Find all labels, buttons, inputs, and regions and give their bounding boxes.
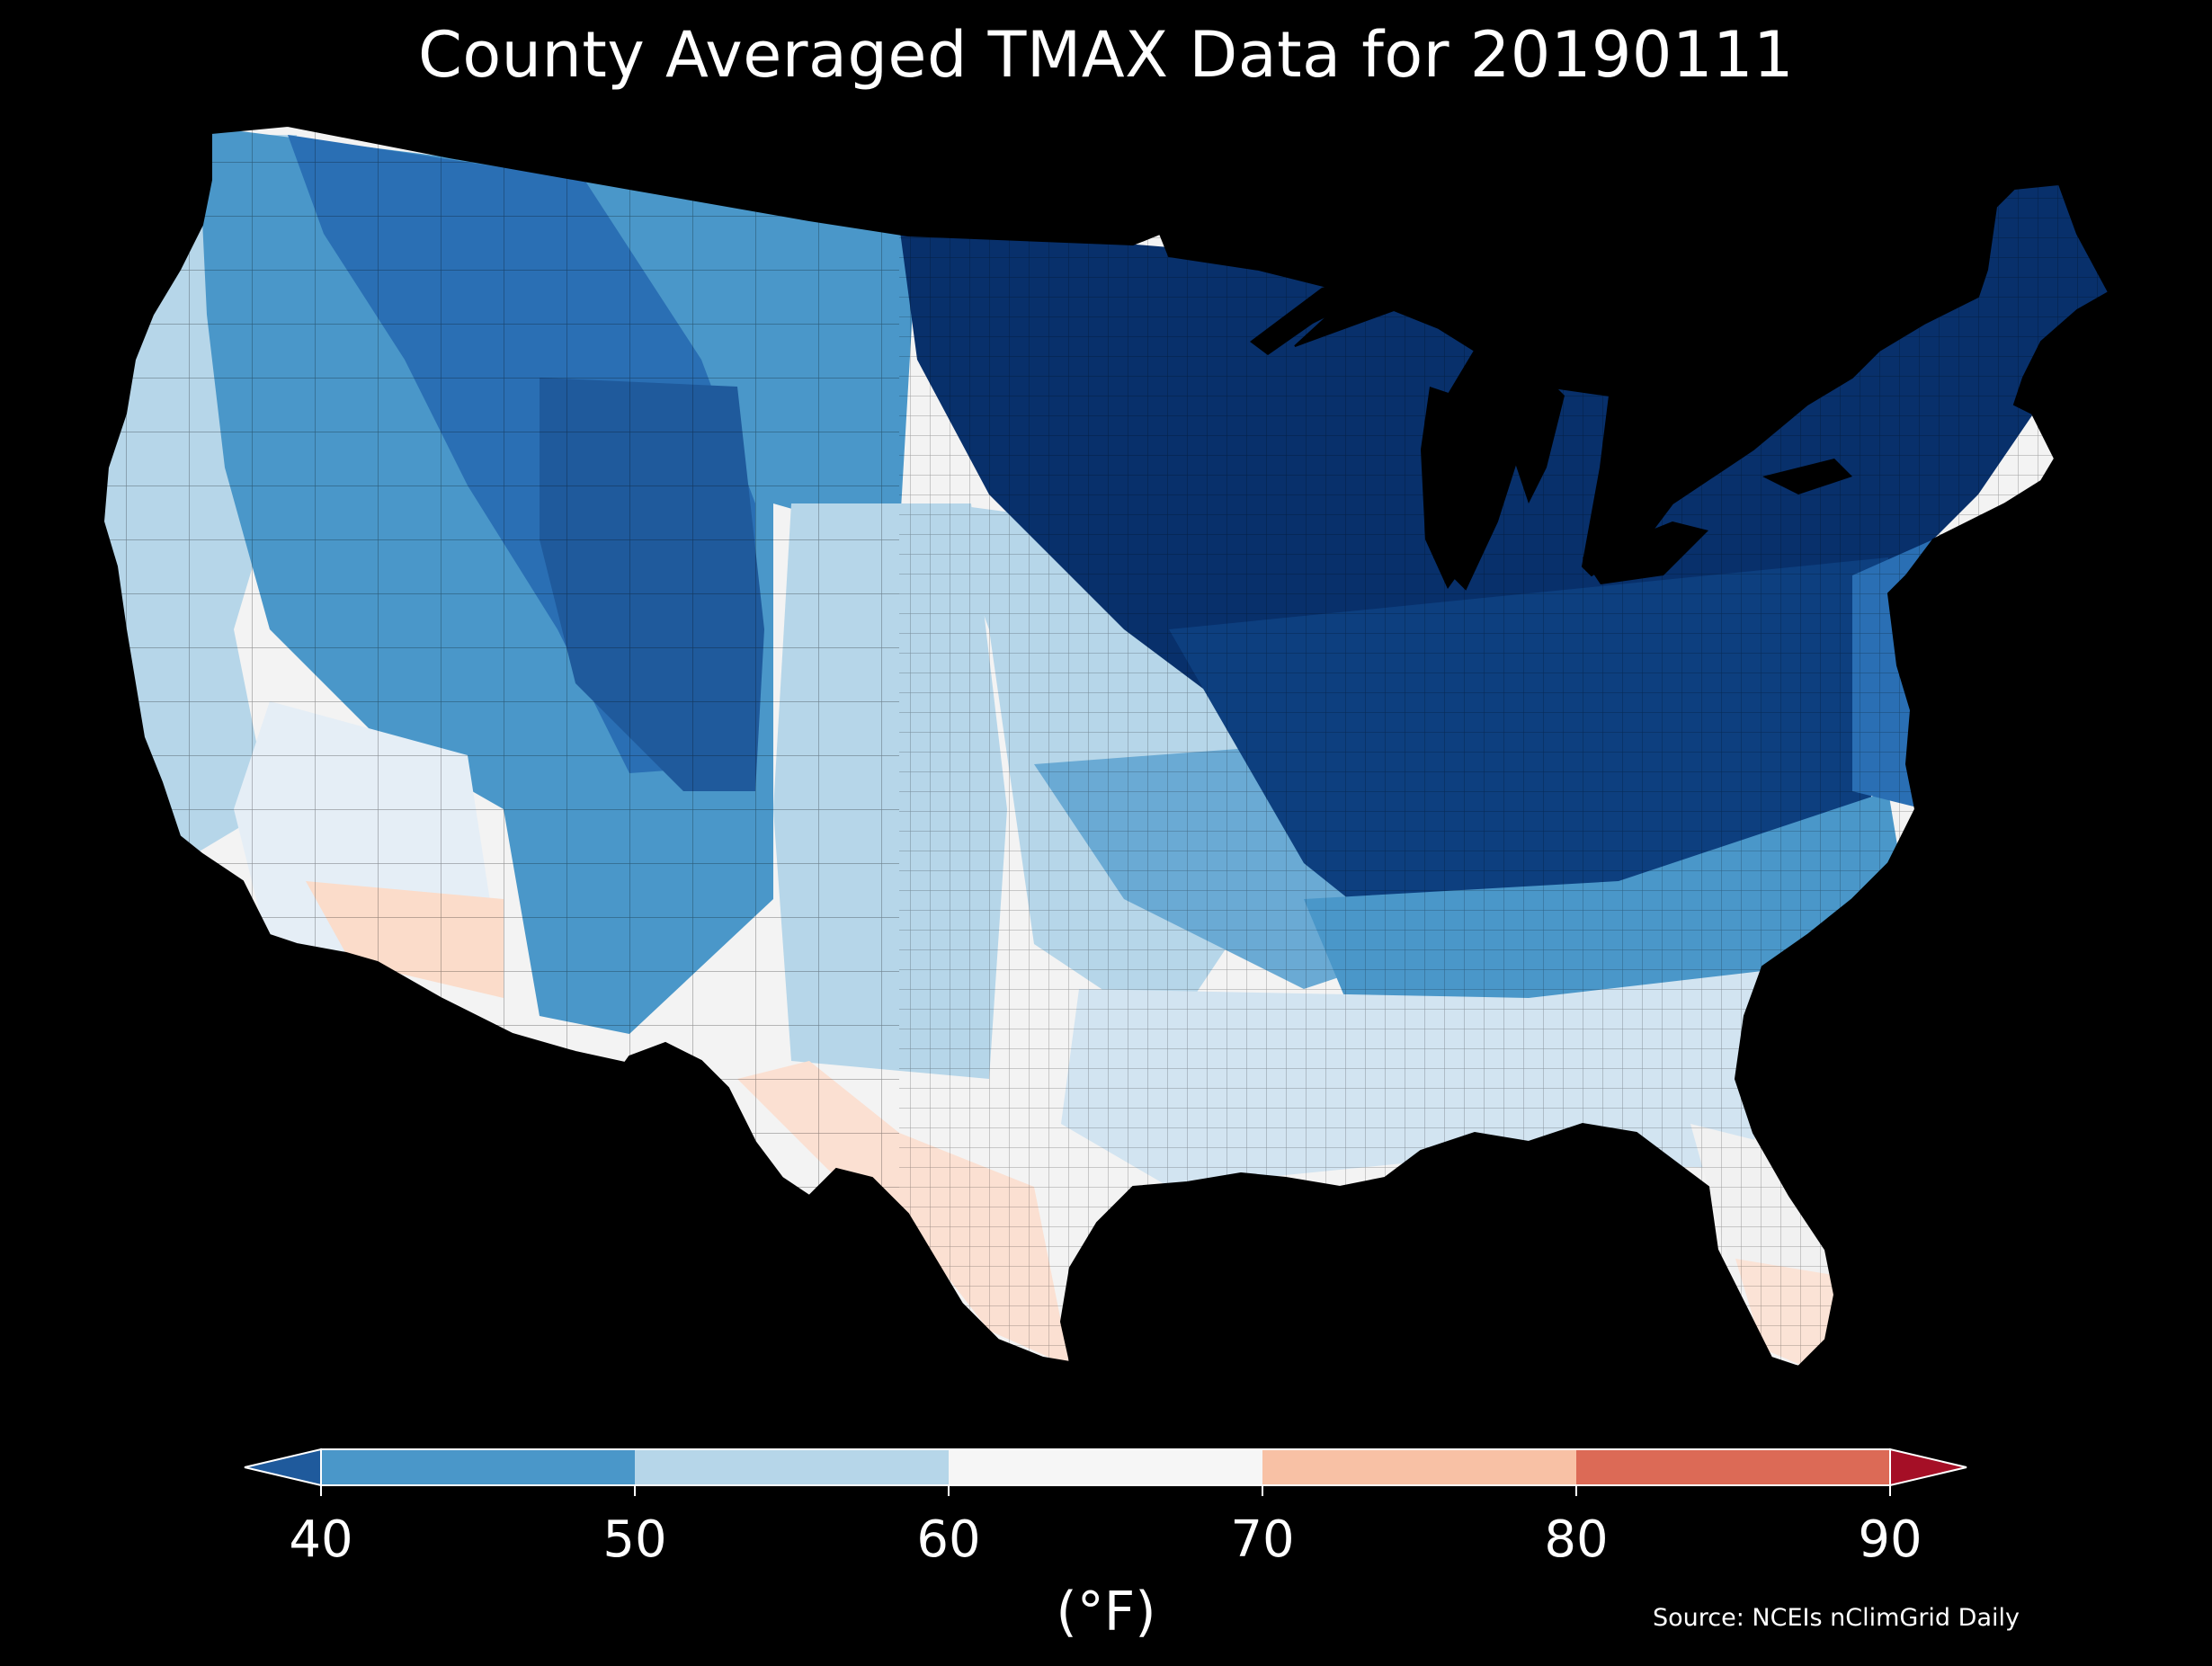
colorbar-bin-60-70 <box>949 1449 1262 1485</box>
colorbar-extend-high <box>1889 1448 1967 1487</box>
colorbar-tick-70: 70 <box>1230 1510 1295 1569</box>
colorbar-bin-80-90 <box>1576 1449 1890 1485</box>
colorbar-tick-90: 90 <box>1858 1510 1922 1569</box>
colorbar-bin-40-50 <box>321 1449 635 1485</box>
colorbar-unit-label: (°F) <box>1056 1581 1156 1644</box>
colorbar-tick-50: 50 <box>602 1510 667 1569</box>
colorbar-tick-60: 60 <box>916 1510 981 1569</box>
colorbar-bin-50-60 <box>635 1449 949 1485</box>
colorbar-bin-70-80 <box>1262 1449 1576 1485</box>
map-title: County Averaged TMAX Data for 20190111 <box>417 18 1795 92</box>
colorbar-extend-low <box>244 1448 322 1487</box>
source-credit: Source: NCEIs nClimGrid Daily <box>1653 1604 2020 1632</box>
colorbar-tick-80: 80 <box>1544 1510 1609 1569</box>
colorbar-tick-40: 40 <box>289 1510 353 1569</box>
great-lakes <box>1250 274 1852 589</box>
